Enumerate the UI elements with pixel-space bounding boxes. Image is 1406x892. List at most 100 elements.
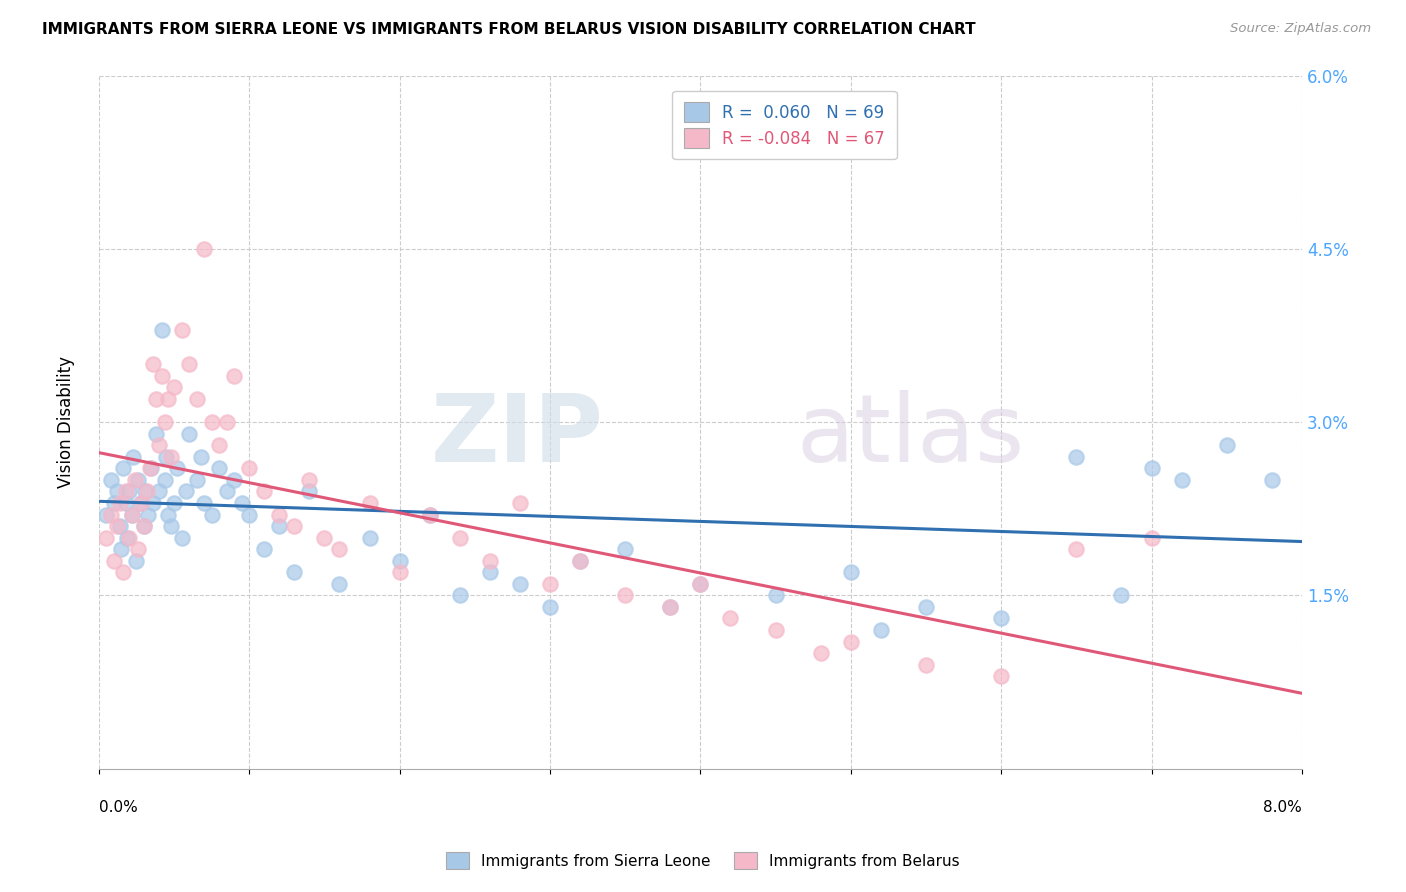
Point [208, 438, 231, 452]
Point [135, 484, 157, 499]
Text: Source: ZipAtlas.com: Source: ZipAtlas.com [1230, 22, 1371, 36]
Point [105, 484, 128, 499]
Point [186, 473, 208, 487]
Point [96, 508, 118, 522]
Point [869, 623, 891, 637]
Point [96, 531, 118, 545]
Point [148, 438, 170, 452]
Point [177, 357, 200, 371]
Point [170, 531, 193, 545]
Point [121, 508, 143, 522]
Point [127, 473, 149, 487]
Point [538, 599, 561, 614]
Point [509, 577, 531, 591]
Point [839, 566, 862, 580]
Point [103, 496, 125, 510]
Point [163, 380, 186, 394]
Point [190, 450, 212, 464]
Point [118, 484, 141, 499]
Point [215, 484, 238, 499]
Point [142, 496, 165, 510]
Legend: Immigrants from Sierra Leone, Immigrants from Belarus: Immigrants from Sierra Leone, Immigrants… [440, 846, 966, 875]
Point [449, 531, 471, 545]
Point [478, 554, 501, 568]
Point [100, 473, 122, 487]
Point [1216, 438, 1239, 452]
Point [419, 508, 441, 522]
Point [155, 450, 177, 464]
Point [108, 496, 131, 510]
Point [156, 508, 179, 522]
Point [810, 646, 832, 660]
Text: 8.0%: 8.0% [1263, 800, 1302, 815]
Point [108, 519, 131, 533]
Point [163, 496, 186, 510]
Point [328, 542, 350, 557]
Point [538, 577, 561, 591]
Text: IMMIGRANTS FROM SIERRA LEONE VS IMMIGRANTS FROM BELARUS VISION DISABILITY CORREL: IMMIGRANTS FROM SIERRA LEONE VS IMMIGRAN… [42, 22, 976, 37]
Point [224, 473, 246, 487]
Point [269, 519, 291, 533]
Point [915, 599, 938, 614]
Point [110, 542, 132, 557]
Point [208, 461, 231, 475]
Point [765, 623, 787, 637]
Point [129, 496, 152, 510]
Point [156, 392, 179, 406]
Point [193, 242, 215, 256]
Point [125, 554, 148, 568]
Point [720, 126, 742, 140]
Point [569, 554, 592, 568]
Point [145, 392, 167, 406]
Point [1066, 450, 1088, 464]
Point [150, 368, 173, 383]
Point [200, 508, 222, 522]
Point [153, 473, 176, 487]
Point [115, 496, 138, 510]
Point [298, 473, 321, 487]
Point [215, 415, 238, 429]
Point [193, 496, 215, 510]
Point [132, 519, 155, 533]
Point [238, 508, 260, 522]
Point [990, 611, 1012, 625]
Point [283, 566, 305, 580]
Point [419, 508, 441, 522]
Point [127, 542, 149, 557]
Point [111, 566, 134, 580]
Point [177, 426, 200, 441]
Point [160, 450, 183, 464]
Point [121, 508, 143, 522]
Point [359, 531, 381, 545]
Point [138, 508, 160, 522]
Point [1261, 473, 1284, 487]
Point [118, 531, 141, 545]
Text: atlas: atlas [797, 390, 1025, 482]
Point [224, 368, 246, 383]
Point [139, 461, 162, 475]
Point [150, 323, 173, 337]
Point [1066, 542, 1088, 557]
Point [283, 519, 305, 533]
Point [153, 415, 176, 429]
Point [1140, 461, 1163, 475]
Point [100, 508, 122, 522]
Point [388, 566, 411, 580]
Point [509, 496, 531, 510]
Point [103, 554, 125, 568]
Point [186, 392, 208, 406]
Point [111, 461, 134, 475]
Point [915, 657, 938, 672]
Point [839, 634, 862, 648]
Point [1111, 588, 1133, 602]
Point [569, 554, 592, 568]
Point [388, 554, 411, 568]
Point [269, 508, 291, 522]
Point [689, 577, 711, 591]
Y-axis label: Vision Disability: Vision Disability [58, 356, 75, 488]
Point [132, 519, 155, 533]
Point [170, 323, 193, 337]
Point [174, 484, 197, 499]
Point [314, 531, 336, 545]
Text: 0.0%: 0.0% [98, 800, 138, 815]
